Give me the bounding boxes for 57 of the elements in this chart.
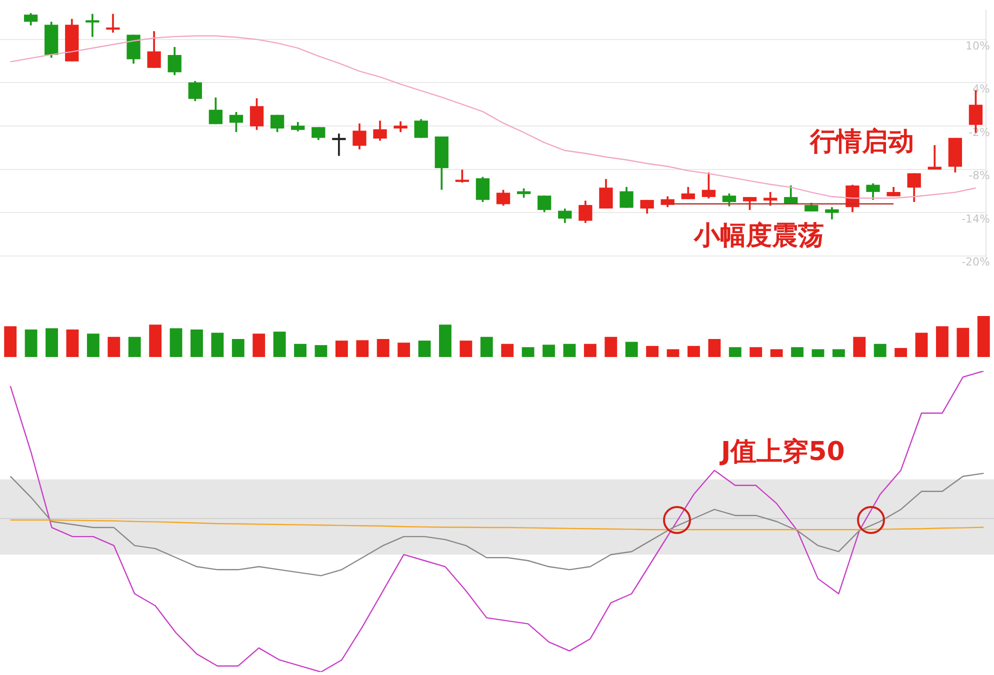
bar — [832, 349, 845, 357]
bar — [894, 348, 908, 357]
bar — [86, 334, 100, 357]
bar — [728, 347, 742, 357]
bar — [232, 338, 244, 357]
bar — [170, 328, 182, 357]
bar — [149, 324, 162, 357]
bar — [750, 347, 762, 357]
bar — [977, 316, 990, 357]
bar — [688, 346, 700, 357]
bar — [190, 330, 203, 357]
bar — [439, 324, 452, 357]
bar — [708, 338, 721, 357]
bar — [936, 326, 948, 357]
bar — [666, 349, 680, 357]
annotation: 行情启动 — [810, 127, 914, 157]
bar — [480, 336, 493, 357]
bar — [294, 344, 306, 357]
annotation: 小幅度震荡 — [694, 221, 824, 251]
bar — [46, 328, 58, 357]
bar — [314, 345, 328, 357]
bar — [252, 334, 266, 357]
bar — [791, 347, 804, 357]
y-tick-label: 10% — [966, 39, 990, 52]
bar — [501, 344, 514, 357]
bar — [335, 340, 348, 357]
y-tick-label: -14% — [962, 212, 990, 226]
bar — [584, 344, 596, 357]
bar — [108, 336, 120, 357]
bar — [522, 347, 534, 357]
bar — [563, 344, 576, 357]
bar — [812, 349, 824, 357]
bar — [4, 326, 17, 357]
bar — [418, 340, 431, 357]
bar — [211, 332, 224, 357]
annotation: J值上穿50 — [721, 437, 845, 467]
bar — [770, 349, 783, 357]
bar — [460, 340, 472, 357]
bar — [915, 332, 928, 357]
bar — [853, 336, 866, 357]
bar — [625, 342, 638, 357]
y-tick-label: 4% — [972, 82, 990, 96]
bar — [542, 344, 555, 357]
bar — [376, 338, 390, 357]
bar — [646, 346, 659, 357]
y-tick-label: -2% — [968, 126, 990, 139]
bar — [956, 328, 970, 357]
bar — [874, 344, 886, 357]
bar — [398, 342, 410, 357]
bar — [24, 330, 38, 357]
y-tick-label: -20% — [962, 256, 990, 269]
bar — [604, 336, 618, 357]
bar — [66, 330, 79, 357]
bar — [356, 340, 369, 357]
y-tick-label: -8% — [968, 169, 990, 182]
bar — [128, 336, 141, 357]
bar — [273, 332, 286, 357]
